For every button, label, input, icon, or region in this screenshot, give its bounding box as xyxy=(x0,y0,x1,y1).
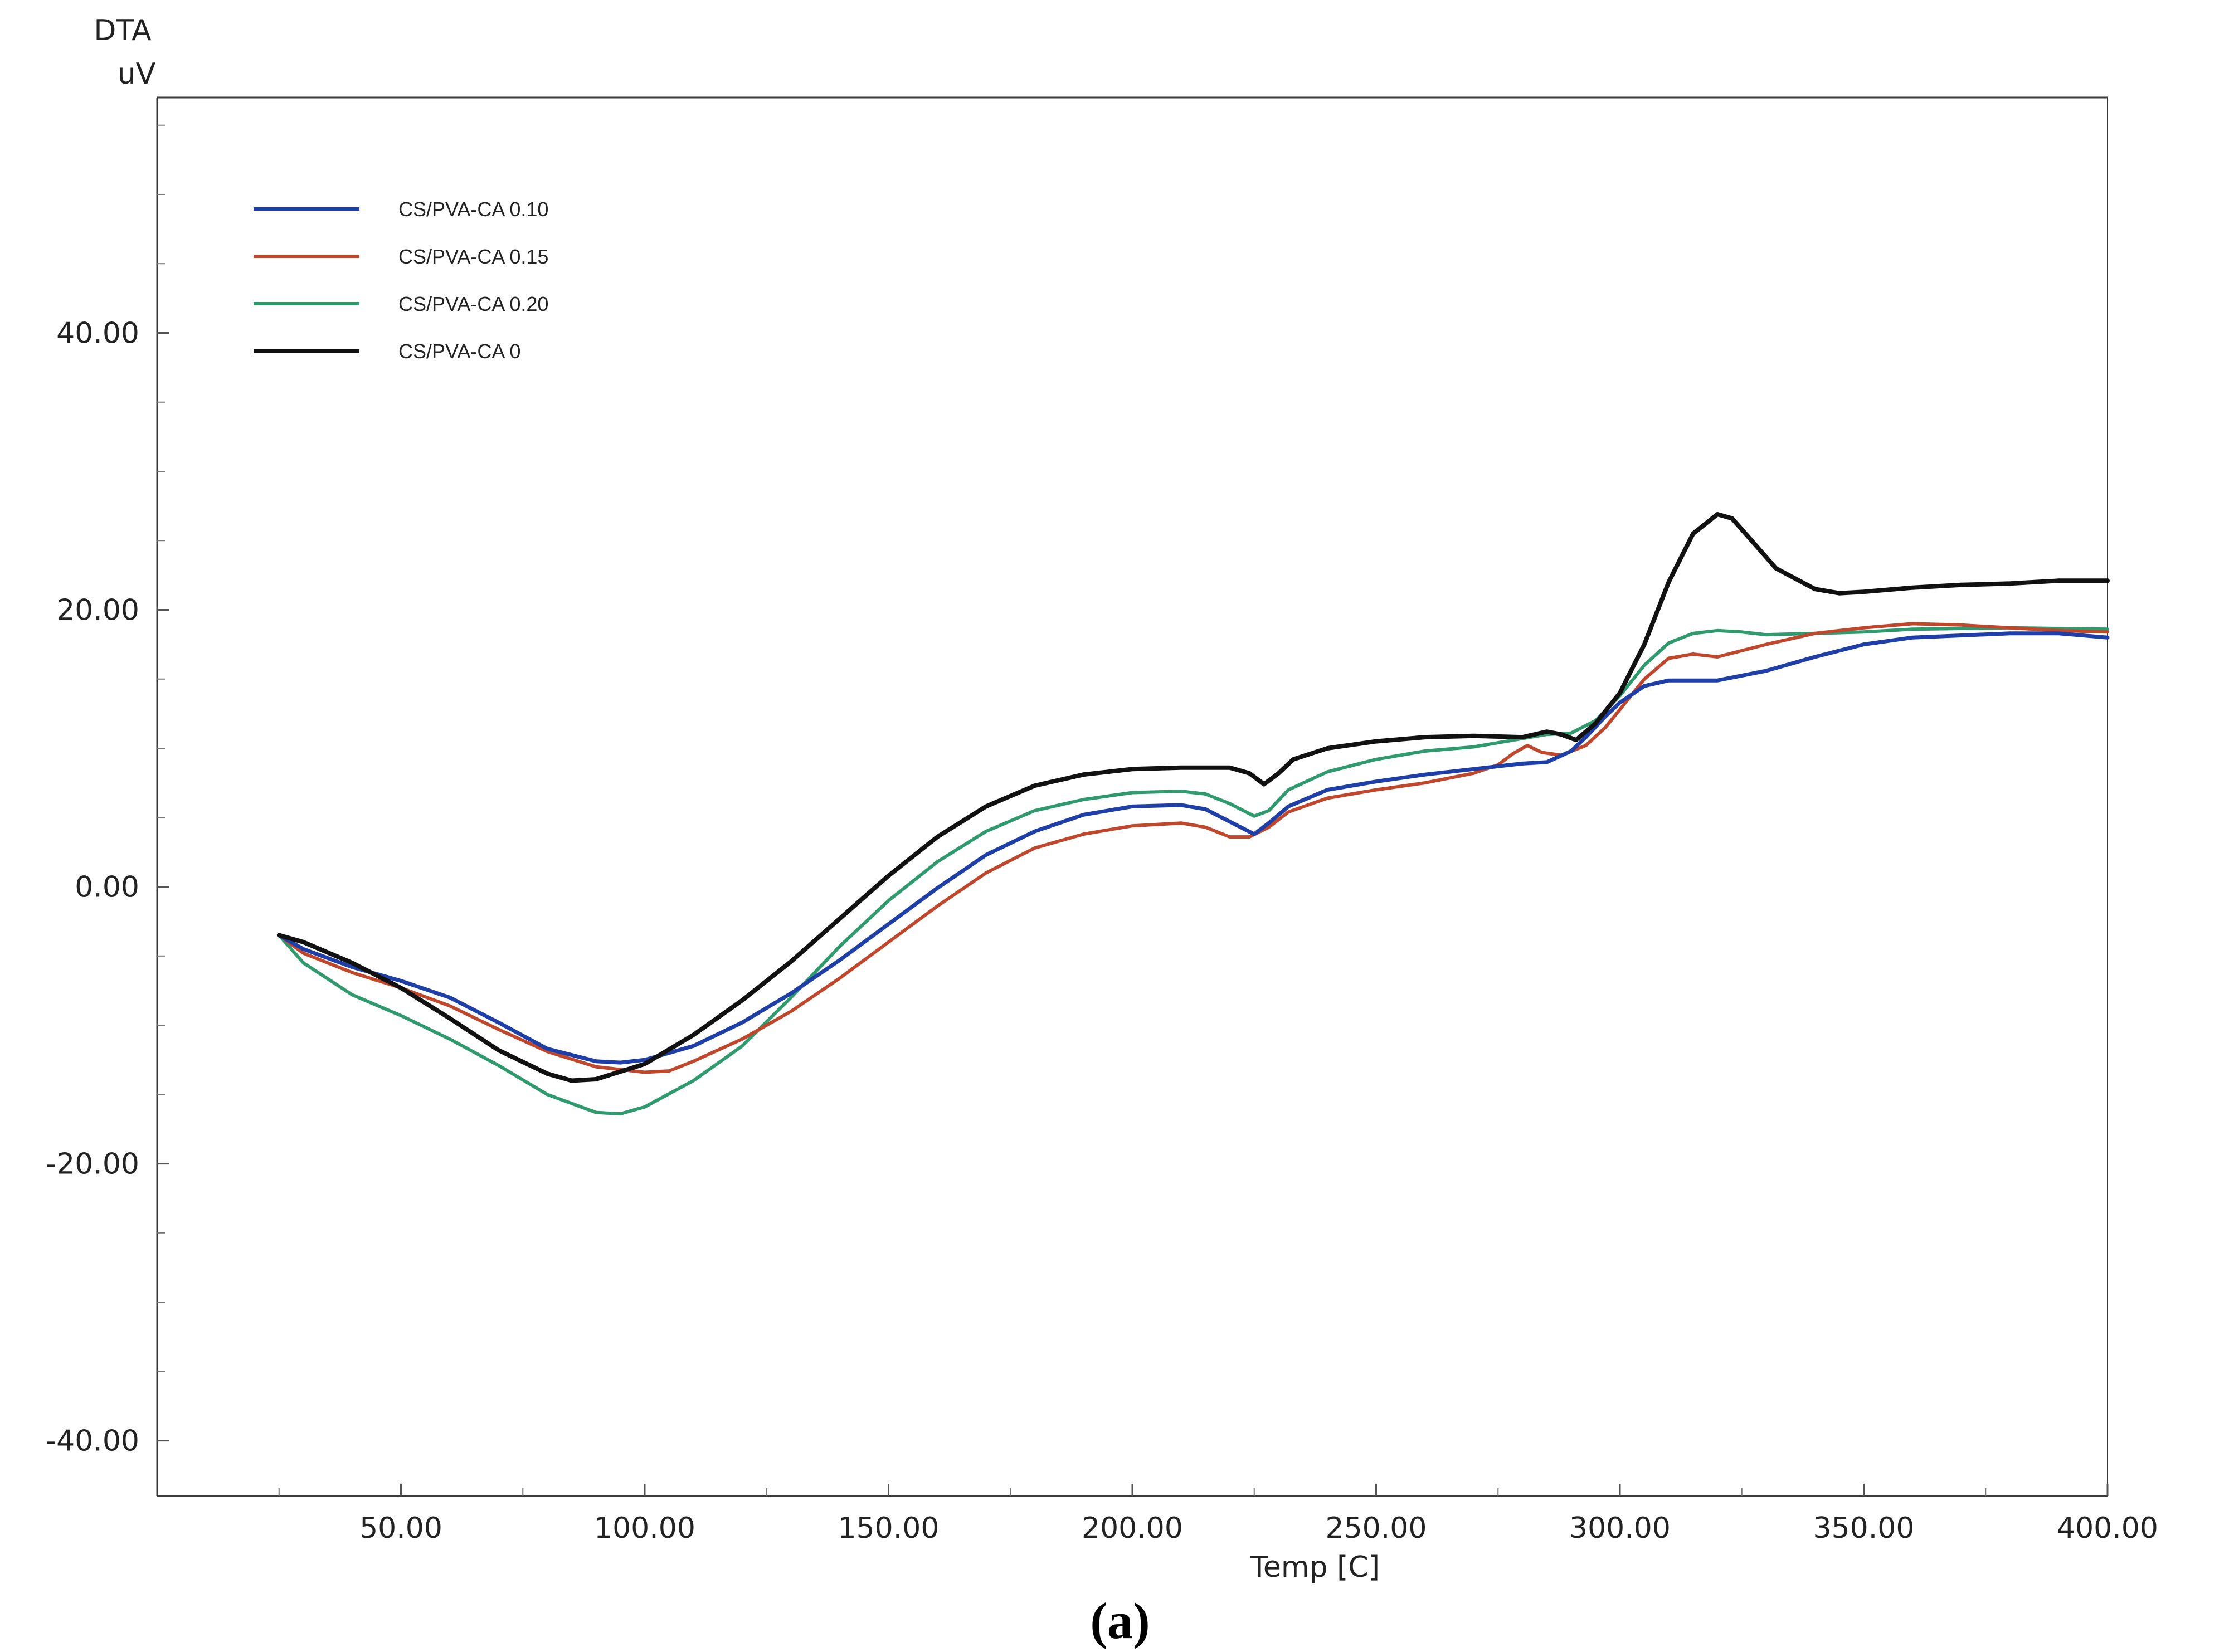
y-axis-title-line2: uV xyxy=(118,57,156,91)
y-axis-title-line1: DTA xyxy=(94,14,152,47)
series-line-3 xyxy=(277,626,2109,1116)
x-tick-label: 300.00 xyxy=(1569,1512,1671,1545)
y-tick-label: 20.00 xyxy=(56,594,139,627)
x-tick-label: 200.00 xyxy=(1082,1512,1183,1545)
series-line-4 xyxy=(276,512,2110,1083)
x-tick-label: 150.00 xyxy=(838,1512,940,1545)
y-tick-label: 40.00 xyxy=(56,316,139,350)
y-tick-label: 0.00 xyxy=(75,871,139,904)
figure-caption: (a) xyxy=(1090,1592,1150,1649)
legend-label: CS/PVA-CA 0.20 xyxy=(398,293,548,315)
x-axis-title: Temp [C] xyxy=(1250,1551,1380,1584)
y-tick-label: -40.00 xyxy=(46,1425,139,1458)
ticks-layer: 50.00 100.00 150.00 200.00 250.00 300.00 350.0… xyxy=(46,124,2158,1545)
x-tick-label: 50.00 xyxy=(359,1512,442,1545)
x-tick-label: 400.00 xyxy=(2057,1512,2158,1545)
series-line-1 xyxy=(277,631,2110,1065)
legend-label: CS/PVA-CA 0.15 xyxy=(398,245,548,268)
x-tick-label: 350.00 xyxy=(1813,1512,1915,1545)
x-tick-label: 250.00 xyxy=(1326,1512,1427,1545)
legend-label: CS/PVA-CA 0 xyxy=(398,340,520,363)
y-tick-label: -20.00 xyxy=(46,1148,139,1181)
legend-label: CS/PVA-CA 0.10 xyxy=(398,198,548,221)
legend: CS/PVA-CA 0.10 CS/PVA-CA 0.15 CS/PVA-CA 0.… xyxy=(254,198,548,363)
series-line-2 xyxy=(277,622,2109,1074)
x-tick-label: 100.00 xyxy=(594,1512,695,1545)
series-layer xyxy=(276,512,2110,1116)
